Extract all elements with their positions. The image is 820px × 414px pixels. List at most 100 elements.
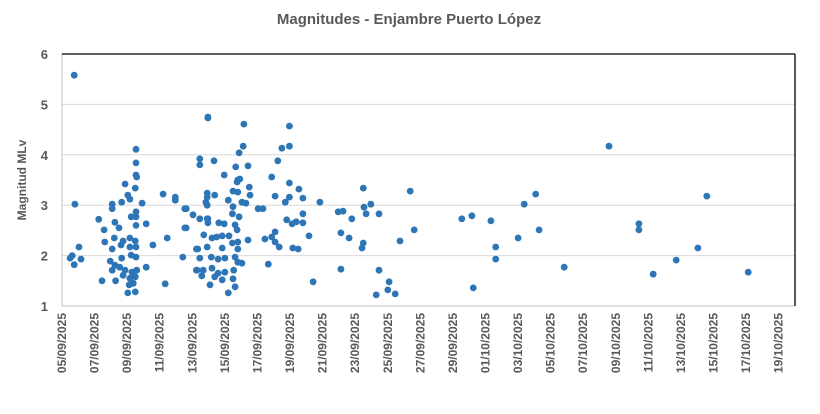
- data-point: [193, 266, 200, 274]
- plot-frame: [61, 53, 796, 307]
- data-point: [70, 71, 78, 79]
- data-point: [286, 179, 293, 187]
- data-point: [132, 243, 140, 251]
- data-point: [133, 266, 141, 274]
- data-point: [198, 272, 206, 280]
- x-tick-label: 17/10/2025: [739, 313, 753, 373]
- data-point: [694, 244, 702, 252]
- data-point: [132, 222, 140, 229]
- data-point: [203, 193, 211, 201]
- data-point: [126, 274, 134, 282]
- y-tick-label: 4: [41, 148, 49, 163]
- data-point: [196, 155, 204, 163]
- data-point: [224, 196, 232, 204]
- data-point: [535, 226, 543, 234]
- data-point: [635, 226, 643, 234]
- data-point: [142, 263, 150, 271]
- x-tick-label: 09/09/2025: [120, 313, 134, 373]
- x-tick-label: 23/09/2025: [348, 313, 362, 373]
- data-point: [309, 278, 317, 286]
- data-point: [532, 190, 540, 198]
- data-point: [229, 203, 237, 211]
- data-points: [66, 71, 752, 299]
- data-point: [235, 213, 243, 221]
- data-point: [283, 216, 291, 224]
- data-point: [163, 234, 171, 242]
- data-point: [106, 257, 114, 265]
- data-point: [132, 253, 140, 261]
- data-point: [271, 228, 279, 236]
- data-point: [305, 232, 313, 240]
- data-point: [396, 237, 404, 245]
- data-point: [391, 290, 399, 298]
- data-point: [108, 245, 116, 253]
- data-point: [286, 193, 293, 201]
- data-point: [275, 243, 283, 251]
- data-point: [200, 231, 208, 239]
- data-point: [649, 270, 657, 278]
- data-point: [360, 203, 368, 211]
- data-point: [367, 200, 375, 208]
- data-point: [124, 289, 132, 297]
- y-tick-label: 3: [41, 198, 48, 213]
- data-point: [194, 245, 202, 253]
- x-tick-label: 25/09/2025: [381, 313, 395, 373]
- data-point: [264, 260, 272, 268]
- data-point: [98, 277, 106, 285]
- x-tick-label: 19/09/2025: [283, 313, 297, 373]
- data-point: [71, 200, 79, 208]
- data-point: [385, 278, 393, 286]
- data-point: [100, 226, 108, 234]
- data-point: [274, 157, 282, 165]
- data-point: [492, 243, 500, 251]
- data-point: [131, 288, 139, 296]
- data-point: [410, 226, 418, 234]
- data-point: [203, 243, 211, 251]
- data-point: [268, 173, 276, 181]
- data-point: [131, 184, 139, 192]
- y-axis-label: Magnitud MLv: [15, 139, 29, 220]
- data-point: [119, 271, 127, 279]
- data-point: [171, 196, 179, 204]
- x-tick-label: 27/09/2025: [413, 313, 427, 373]
- data-point: [70, 261, 78, 269]
- data-point: [384, 286, 392, 294]
- data-point: [204, 215, 212, 223]
- data-point: [220, 220, 228, 228]
- x-tick-label: 07/10/2025: [576, 313, 590, 373]
- x-tick-labels: 05/09/2025 07/09/2025 09/09/2025 11/09/2025…: [55, 313, 786, 373]
- data-point: [337, 265, 345, 273]
- data-point: [110, 234, 118, 242]
- data-point: [458, 215, 466, 223]
- data-point: [233, 226, 241, 234]
- data-point: [278, 144, 286, 152]
- data-point: [254, 205, 262, 213]
- data-point: [127, 213, 135, 221]
- data-point: [182, 205, 190, 213]
- data-point: [235, 149, 243, 157]
- data-point: [108, 205, 116, 213]
- y-tick-label: 2: [41, 249, 48, 264]
- x-tick-label: 15/09/2025: [218, 313, 232, 373]
- data-point: [126, 195, 134, 203]
- x-tick-label: 13/10/2025: [674, 313, 688, 373]
- x-tick-label: 01/10/2025: [479, 313, 493, 373]
- data-point: [189, 211, 197, 219]
- data-point: [259, 205, 267, 213]
- data-point: [375, 210, 383, 218]
- data-point: [299, 194, 307, 202]
- x-tick-label: 07/09/2025: [88, 313, 102, 373]
- x-tick-label: 05/10/2025: [544, 313, 558, 373]
- data-point: [345, 234, 353, 242]
- data-point: [348, 215, 356, 223]
- data-point: [196, 215, 204, 223]
- data-point: [211, 273, 219, 281]
- data-point: [234, 188, 242, 196]
- data-point: [469, 284, 477, 292]
- data-point: [214, 255, 222, 263]
- data-point: [514, 234, 522, 242]
- data-point: [246, 191, 254, 199]
- data-point: [229, 275, 237, 283]
- data-point: [116, 263, 124, 271]
